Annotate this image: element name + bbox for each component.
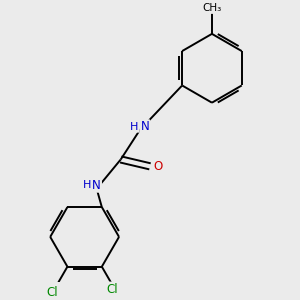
Text: H: H (83, 180, 91, 190)
Text: Cl: Cl (106, 283, 118, 296)
Text: O: O (153, 160, 162, 173)
Text: H: H (130, 122, 139, 132)
Text: N: N (140, 120, 149, 133)
Text: CH₃: CH₃ (202, 3, 222, 13)
Text: N: N (92, 179, 101, 192)
Text: Cl: Cl (46, 286, 58, 299)
